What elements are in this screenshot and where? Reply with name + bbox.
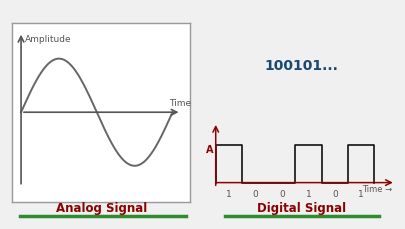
Text: Time →: Time → <box>362 185 392 194</box>
Text: 100101...: 100101... <box>265 59 339 74</box>
Text: 1: 1 <box>226 190 232 199</box>
Text: A: A <box>206 145 213 155</box>
Text: Amplitude: Amplitude <box>25 35 71 44</box>
Text: 0: 0 <box>279 190 285 199</box>
Text: Digital Signal: Digital Signal <box>257 202 346 215</box>
Text: Analog Signal: Analog Signal <box>55 202 147 215</box>
Text: Time: Time <box>169 99 191 108</box>
Text: 0: 0 <box>253 190 258 199</box>
Text: 0: 0 <box>332 190 338 199</box>
Text: 1: 1 <box>358 190 364 199</box>
Text: 1: 1 <box>305 190 311 199</box>
